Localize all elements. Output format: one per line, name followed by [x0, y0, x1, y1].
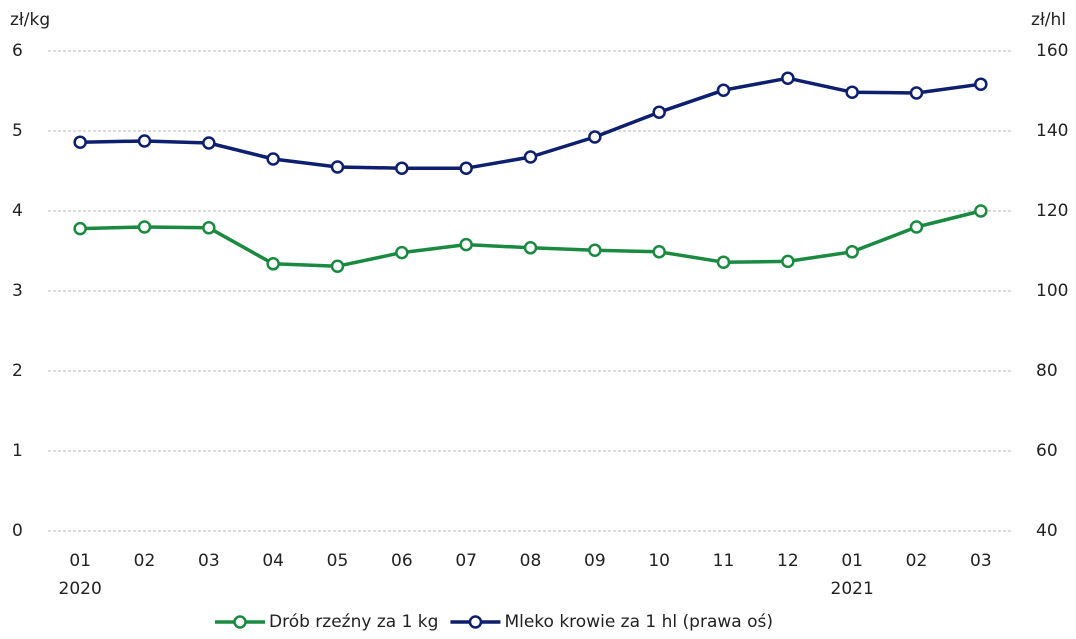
data-point — [845, 245, 859, 259]
data-point — [588, 243, 602, 257]
data-point — [652, 105, 666, 119]
data-point — [266, 152, 280, 166]
data-point — [716, 83, 731, 97]
y-unit-label: zł/kg — [10, 10, 50, 30]
y2-tick-label: 160 — [1036, 41, 1068, 61]
data-point — [137, 220, 152, 234]
y-tick-label: 4 — [12, 201, 23, 221]
x-tick-label: 10 — [648, 551, 670, 571]
data-point — [459, 161, 473, 175]
x-group-label: 2020 — [59, 579, 102, 599]
series-line — [80, 209, 982, 268]
data-point — [716, 255, 731, 269]
x-tick-label: 11 — [713, 551, 735, 571]
data-point — [909, 86, 924, 100]
legend-item: Drób rzeźny za 1 kg — [215, 612, 438, 632]
data-point — [73, 135, 87, 149]
data-point — [909, 220, 924, 234]
y2-tick-label: 140 — [1036, 121, 1068, 141]
data-point — [202, 136, 216, 150]
data-point — [588, 130, 602, 144]
x-tick-label: 09 — [584, 551, 606, 571]
x-tick-label: 07 — [455, 551, 477, 571]
y2-tick-label: 100 — [1036, 281, 1068, 301]
x-tick-label: 04 — [262, 551, 284, 571]
x-tick-label: 02 — [134, 551, 156, 571]
data-point — [330, 160, 345, 174]
data-point — [974, 204, 988, 218]
legend-label: Drób rzeźny za 1 kg — [269, 612, 438, 632]
data-point — [974, 77, 988, 91]
data-point — [523, 150, 538, 164]
legend-marker — [468, 615, 483, 629]
data-point — [202, 221, 216, 235]
y2-unit-label: zł/hl — [1031, 10, 1066, 30]
data-point — [845, 85, 859, 99]
x-tick-label: 03 — [970, 551, 992, 571]
y2-tick-label: 40 — [1036, 521, 1058, 541]
data-point — [330, 259, 345, 273]
legend-label: Mleko krowie za 1 hl (prawa oś) — [504, 612, 773, 632]
data-point — [395, 245, 409, 260]
x-group-label: 2021 — [831, 579, 874, 599]
x-tick-label: 01 — [841, 551, 863, 571]
data-point — [137, 134, 152, 148]
data-point — [459, 237, 473, 252]
y-tick-label: 3 — [12, 281, 23, 301]
x-tick-label: 08 — [520, 551, 542, 571]
data-point — [266, 257, 280, 271]
data-point — [523, 241, 538, 255]
x-tick-label: 05 — [327, 551, 349, 571]
legend-item: Mleko krowie za 1 hl (prawa oś) — [450, 612, 773, 632]
x-tick-label: 06 — [391, 551, 413, 571]
y2-tick-label: 120 — [1036, 201, 1068, 221]
x-tick-label: 02 — [906, 551, 928, 571]
y-tick-label: 2 — [12, 361, 23, 381]
y-tick-label: 5 — [12, 121, 23, 141]
data-point — [781, 71, 795, 85]
y-tick-label: 0 — [12, 521, 23, 541]
data-point — [73, 221, 87, 236]
x-tick-label: 03 — [198, 551, 220, 571]
data-point — [781, 254, 795, 269]
y-tick-label: 1 — [12, 441, 23, 461]
x-tick-label: 12 — [777, 551, 799, 571]
y2-tick-label: 80 — [1036, 361, 1058, 381]
y-tick-label: 6 — [12, 41, 23, 61]
data-point — [395, 161, 409, 175]
legend-marker — [233, 615, 247, 629]
y2-tick-label: 60 — [1036, 441, 1058, 461]
x-tick-label: 01 — [69, 551, 91, 571]
data-point — [652, 245, 666, 259]
